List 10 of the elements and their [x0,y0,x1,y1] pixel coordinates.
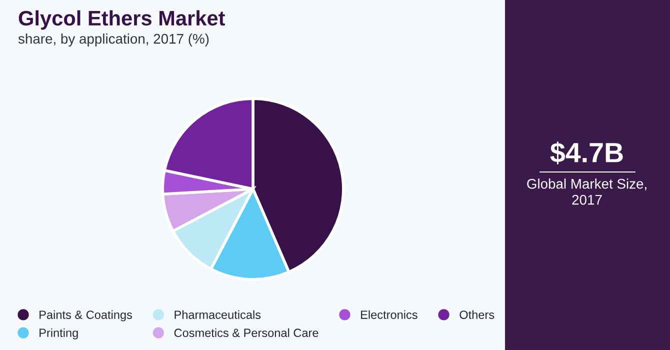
legend-label: Pharmaceuticals [174,310,261,319]
legend-label: Paints & Coatings [40,310,132,322]
legend-label: Printing [40,328,78,340]
text: Global Market Size, 2017 [527,178,646,205]
legend-label: Electronics [361,310,418,319]
legend-label: Cosmetics & Personal Care [174,328,318,338]
chart-subtitle: share, by application, 2017 (%) [18,34,209,46]
chart-title: Glycol Ethers Market [18,10,225,30]
text: $4.7B [550,142,623,164]
legend-label: Others [460,310,494,319]
